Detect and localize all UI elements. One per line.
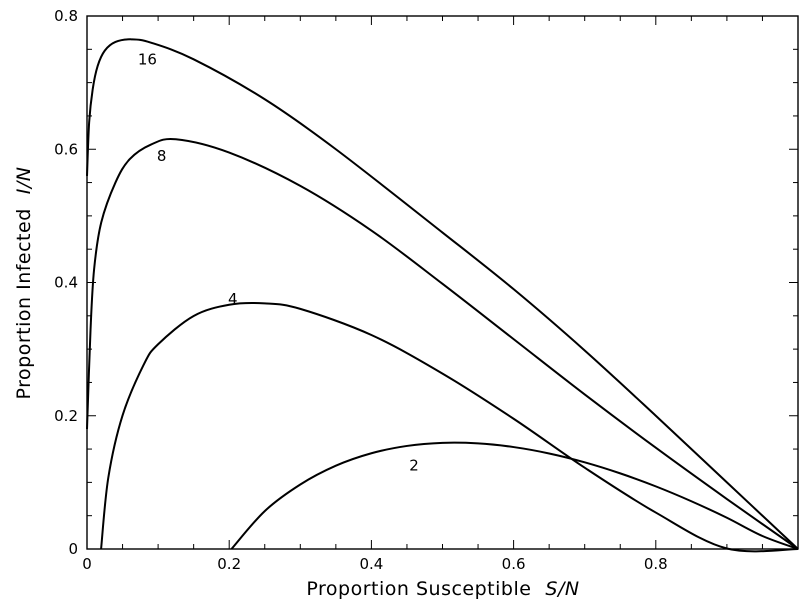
- curve-label-8: 8: [157, 147, 167, 165]
- x-tick-label: 0.4: [359, 555, 383, 573]
- y-axis-label: Proportion Infected I/N: [13, 167, 35, 400]
- y-tick-label: 0.8: [54, 7, 78, 25]
- tick-labels: 0 0.2 0.4 0.6 0.8 0 0.2 0.4 0.6 0.8 2 4 8 16: [54, 7, 668, 573]
- curve-16: [86, 38, 799, 550]
- y-tick-label: 0.2: [54, 407, 78, 425]
- curve-4: [100, 301, 799, 553]
- x-axis-variable: S/N: [545, 578, 579, 600]
- x-axis-label: Proportion Susceptible S/N: [306, 578, 579, 600]
- curve-label-4: 4: [228, 290, 238, 308]
- x-tick-label: 0.2: [217, 555, 241, 573]
- y-tick-label: 0: [68, 540, 78, 558]
- x-tick-label: 0: [82, 555, 92, 573]
- plot-frame: [86, 15, 799, 550]
- curve-label-16: 16: [138, 50, 157, 68]
- y-tick-label: 0.6: [54, 140, 78, 158]
- curves: [86, 38, 799, 553]
- x-axis-label-text: Proportion Susceptible: [306, 578, 531, 600]
- y-axis-variable: I/N: [13, 167, 35, 195]
- y-axis-label-text: Proportion Infected: [13, 208, 35, 399]
- curve-label-2: 2: [409, 457, 419, 475]
- axis-ticks: [86, 15, 799, 550]
- x-tick-label: 0.8: [644, 555, 668, 573]
- x-tick-label: 0.6: [502, 555, 526, 573]
- curve-2: [230, 441, 799, 550]
- curve-8: [86, 137, 799, 550]
- y-tick-label: 0.4: [54, 274, 78, 292]
